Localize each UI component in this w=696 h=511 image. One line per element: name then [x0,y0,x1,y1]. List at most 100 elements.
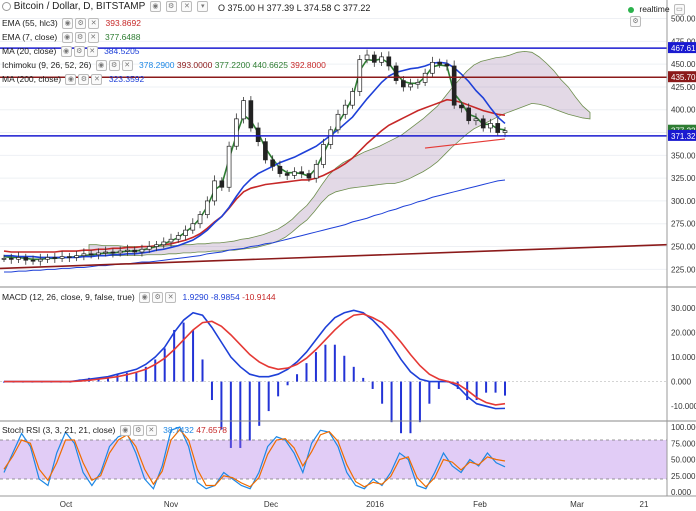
realtime-dot-icon [628,6,634,13]
macd-bar [305,363,308,382]
candle [117,250,123,254]
legend-ma20[interactable]: MA (20, close) ◉ ⚙ ✕ 384.5205 [2,46,140,58]
price-tag-label: 467.61 [671,44,696,53]
eye-icon[interactable]: ◉ [62,18,74,30]
macd-bar [192,329,195,382]
time-scale[interactable]: Oct Nov Dec 2016 Feb Mar 21 [60,500,649,509]
eye-icon[interactable]: ◉ [65,74,77,86]
macd-bar [390,381,393,423]
legend-macd-v2: -8.9854 [210,292,240,302]
candle [430,61,435,74]
candle [81,253,87,256]
symbol-status-icon [2,2,11,11]
candle [306,173,312,179]
candle [30,259,36,262]
candle [292,171,297,176]
price-tick-label: 425.00 [671,83,696,92]
candle [480,118,486,129]
macd-panel[interactable] [0,309,667,448]
close-icon[interactable]: ✕ [88,18,100,30]
candle [59,256,65,259]
ohlc-values: O 375.00 H 377.39 L 374.58 C 377.22 [218,3,370,13]
macd-bar [314,352,317,382]
legend-ichimoku-v5: 392.8000 [290,60,326,70]
ohlc-h-label: H [257,3,265,13]
close-icon[interactable]: ✕ [91,74,103,86]
candle [444,63,450,67]
macd-bar [504,381,506,396]
macd-line [4,309,506,410]
eye-icon[interactable]: ◉ [95,60,107,72]
candle [386,56,392,67]
legend-ichimoku-name: Ichimoku (9, 26, 52, 26) [2,60,92,70]
candle [451,65,457,106]
macd-bar [173,329,176,382]
legend-ichimoku[interactable]: Ichimoku (9, 26, 52, 26) ◉ ⚙ ✕ 378.2900 39… [2,60,326,72]
candle [502,130,508,133]
eye-icon[interactable]: ◉ [60,46,72,58]
candle [88,253,94,256]
price-scale[interactable]: 500.00475.00450.00425.00400.00375.00350.… [668,15,696,497]
legend-ma200[interactable]: MA (200, close) ◉ ⚙ ✕ 323.3592 [2,74,144,86]
legend-macd[interactable]: MACD (12, 26, close, 9, false, true) ◉ ⚙ ✕… [2,292,276,304]
macd-bar [371,381,374,389]
eye-icon[interactable]: ◉ [61,32,73,44]
settings-icon[interactable]: ⚙ [75,18,87,30]
stoch-line [3,428,506,488]
legend-stoch-v1: 38.7432 [163,425,194,435]
close-icon[interactable]: ✕ [181,1,193,12]
time-tick-label: 21 [640,500,649,509]
close-icon[interactable]: ✕ [121,60,133,72]
legend-ichimoku-v4: 440.6625 [252,60,288,70]
macd-bar [182,322,185,382]
candle [8,258,14,260]
candle [248,100,254,129]
eye-icon[interactable]: ◉ [149,1,161,12]
legend-ma20-name: MA (20, close) [2,46,57,56]
settings-icon[interactable]: ⚙ [152,292,164,304]
close-icon[interactable]: ✕ [145,425,157,437]
stoch-band [0,440,667,479]
price-tag [668,71,696,83]
settings-icon[interactable]: ⚙ [132,425,144,437]
ohlc-c-label: C [333,3,341,13]
macd-bar [163,348,166,382]
price-tick-label: 400.00 [671,106,696,115]
time-tick-label: 2016 [366,500,384,509]
price-tag-label: 371.32 [671,132,696,141]
candle [488,123,493,129]
settings-icon[interactable]: ⚙ [78,74,90,86]
settings-icon[interactable]: ⚙ [73,46,85,58]
macd-bar [437,381,440,389]
macd-bar [229,381,232,448]
macd-bar [258,381,261,426]
candle [495,123,501,133]
macd-bar [267,381,270,412]
eye-icon[interactable]: ◉ [119,425,131,437]
eye-icon[interactable]: ◉ [139,292,151,304]
legend-ema55-value: 393.8692 [105,18,141,28]
trendline [0,243,668,270]
settings-icon[interactable]: ⚙ [74,32,86,44]
macd-line [4,313,506,406]
close-icon[interactable]: ✕ [86,46,98,58]
settings-icon-right[interactable]: ⚙ [630,15,641,27]
stoch-panel[interactable] [0,426,667,490]
close-icon[interactable]: ✕ [87,32,99,44]
legend-ema55[interactable]: EMA (55, hlc3) ◉ ⚙ ✕ 393.8692 [2,18,141,30]
symbol-title[interactable]: Bitcoin / Dollar, D, BITSTAMP [13,1,146,13]
price-panel[interactable] [0,0,668,286]
price-tick-label: 275.00 [671,220,696,229]
price-lines [3,57,506,273]
close-icon[interactable]: ✕ [165,292,177,304]
legend-ema7[interactable]: EMA (7, close) ◉ ⚙ ✕ 377.6488 [2,32,140,44]
more-icon[interactable]: ▾ [197,1,209,12]
fullscreen-icon[interactable]: ▭ [673,4,685,16]
realtime-indicator[interactable]: realtime ▭ ⚙ [628,4,696,27]
legend-stoch[interactable]: Stoch RSI (3, 3, 21, 21, close) ◉ ⚙ ✕ 38.7… [2,425,227,437]
settings-icon[interactable]: ⚙ [108,60,120,72]
macd-bar [362,377,365,382]
candle [241,100,246,120]
settings-icon[interactable]: ⚙ [165,1,177,12]
